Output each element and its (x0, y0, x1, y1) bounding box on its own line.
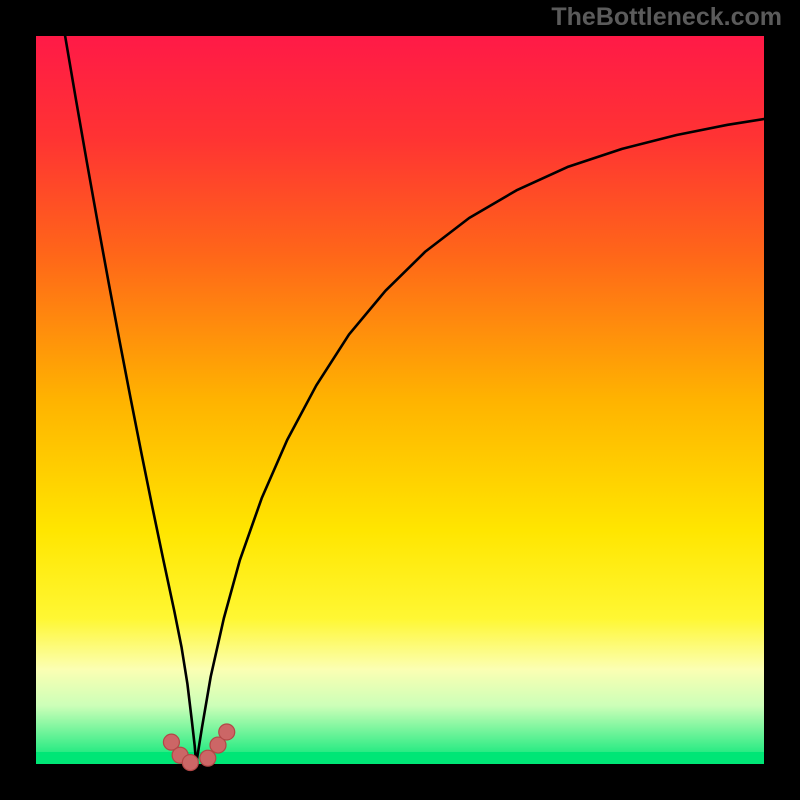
watermark-text: TheBottleneck.com (551, 3, 782, 32)
bottleneck-curve (65, 36, 764, 764)
plot-svg (0, 0, 800, 800)
marker-dot (200, 750, 216, 766)
marker-dot (182, 755, 198, 771)
chart-root: TheBottleneck.com (0, 0, 800, 800)
marker-dot (219, 724, 235, 740)
